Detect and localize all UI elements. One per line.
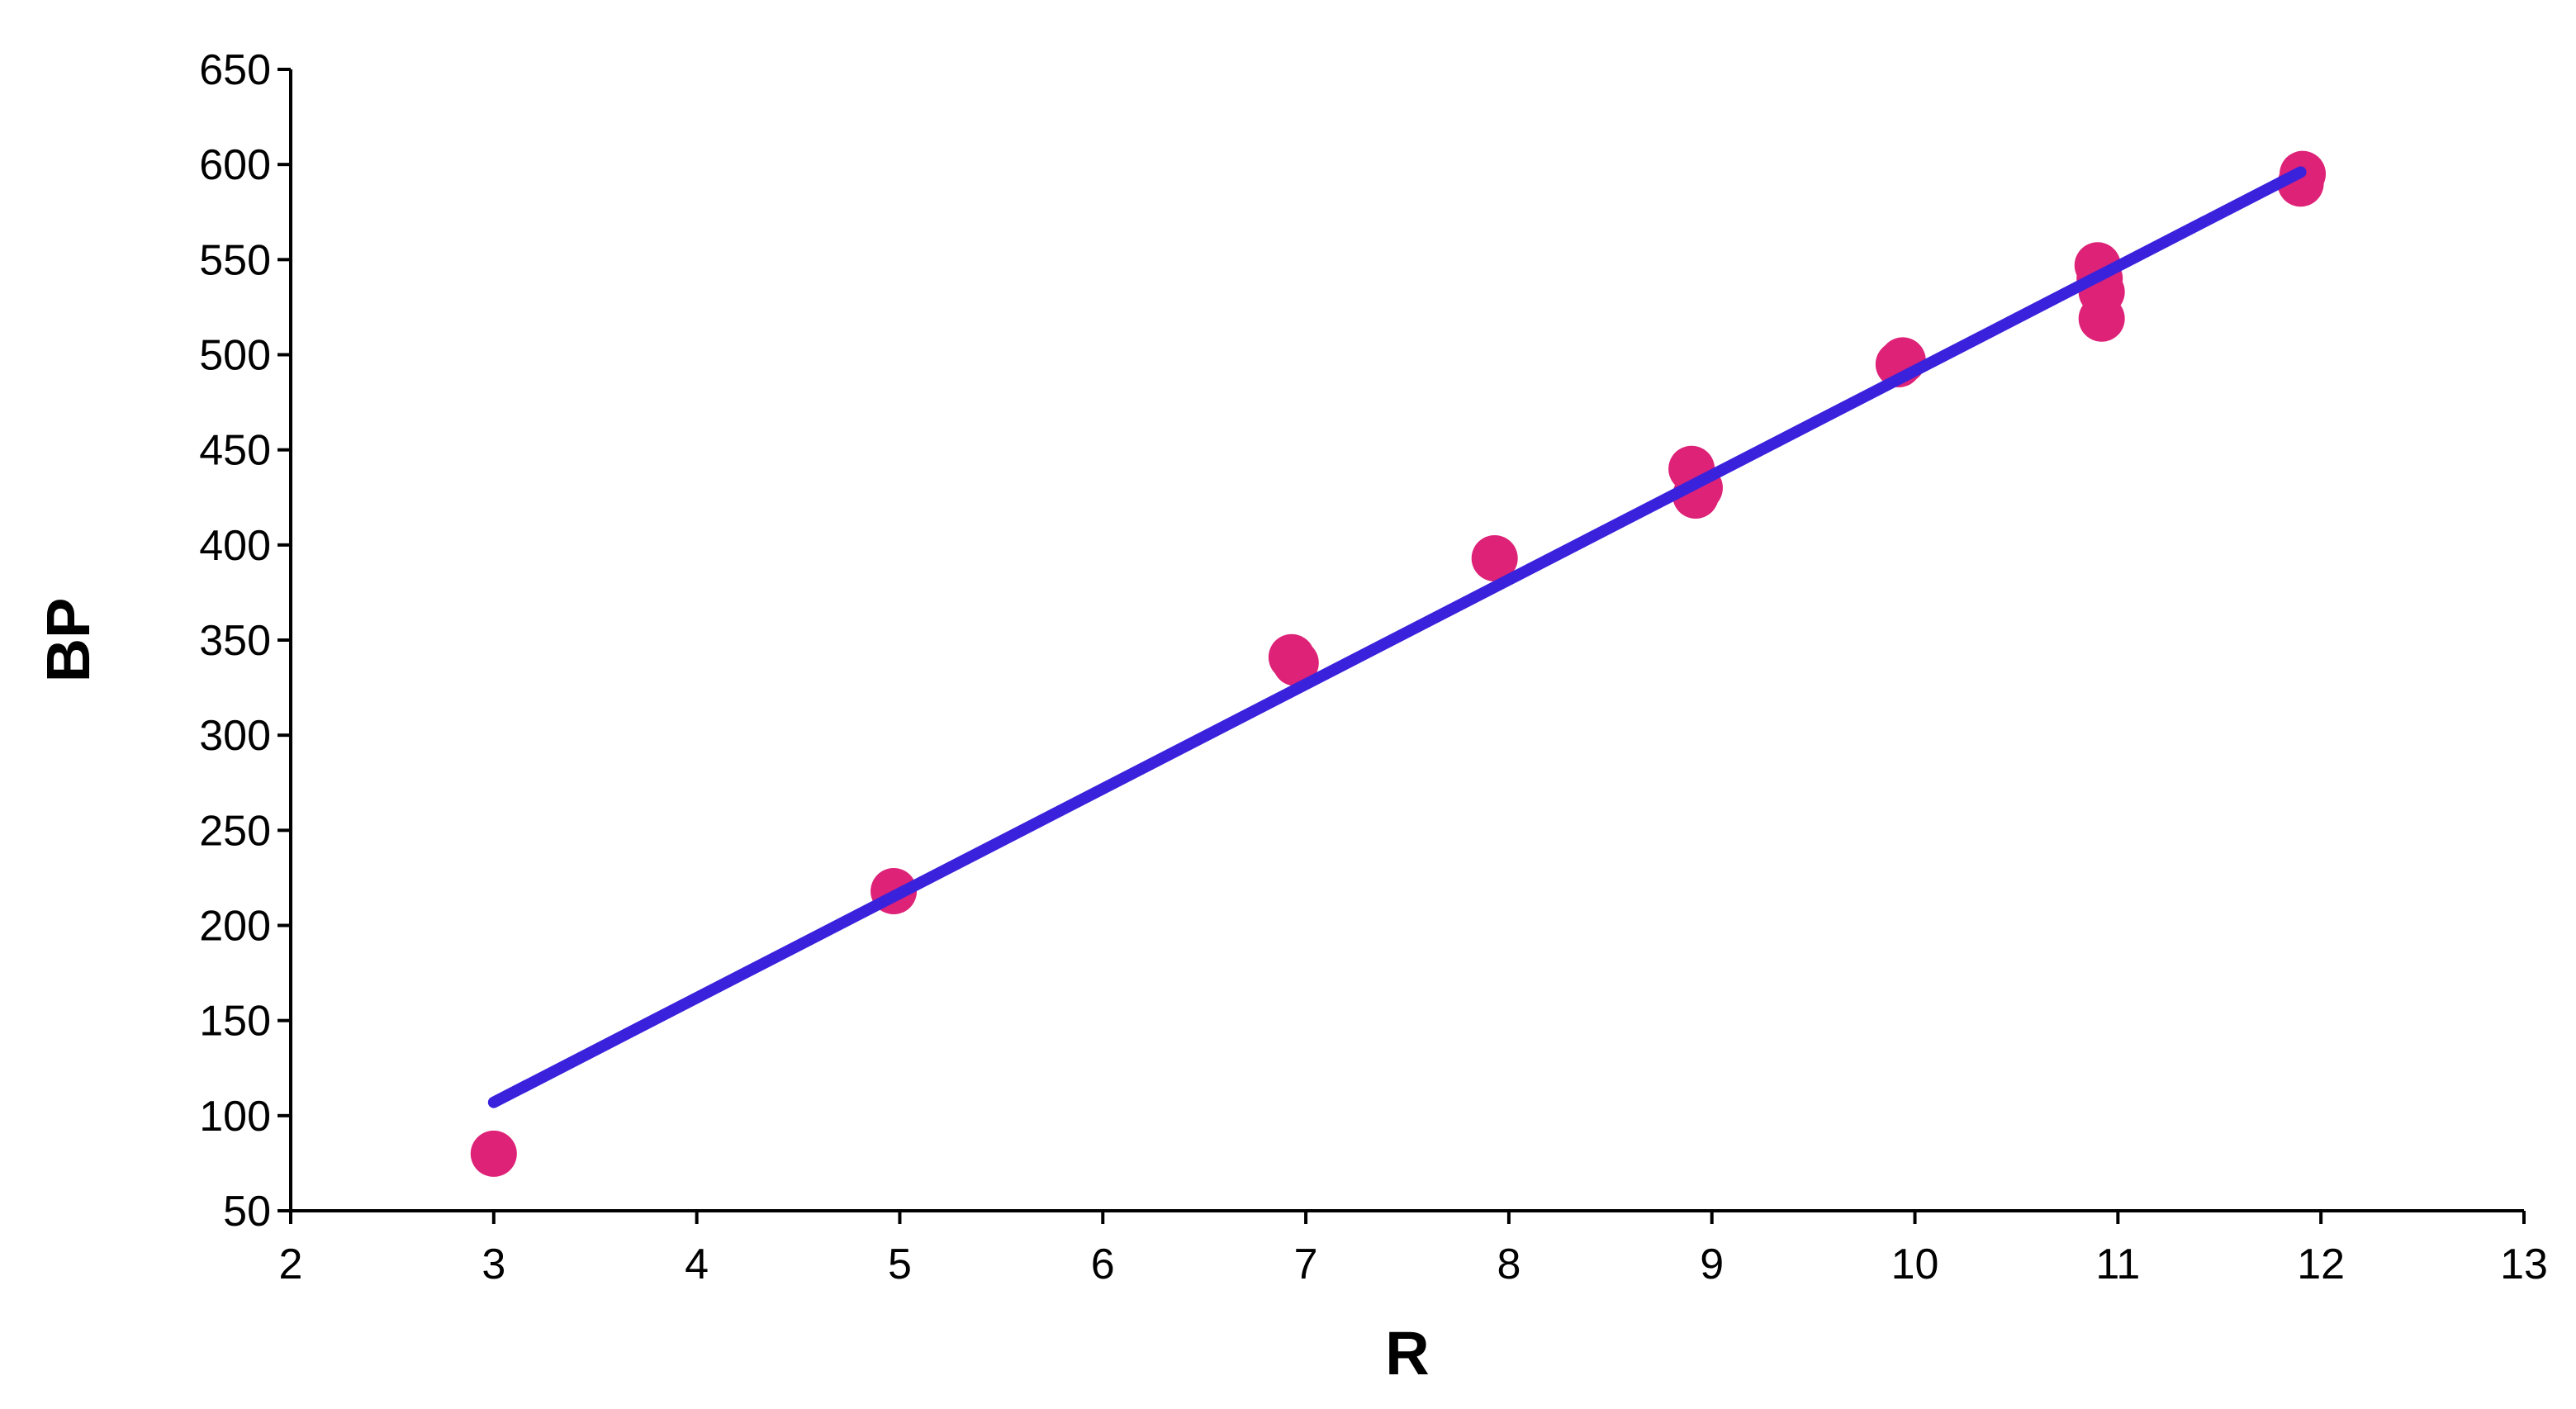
y-tick-label: 350 xyxy=(199,617,271,665)
x-tick-label: 10 xyxy=(1891,1241,1939,1288)
y-tick-label: 150 xyxy=(199,998,271,1046)
y-tick-label: 600 xyxy=(199,141,271,189)
y-tick-label: 100 xyxy=(199,1093,271,1141)
data-point xyxy=(1471,534,1518,581)
y-axis-title: BP xyxy=(34,598,102,683)
data-point xyxy=(1272,639,1319,686)
trendline-group xyxy=(487,166,2307,1108)
y-tick-label: 300 xyxy=(199,712,271,760)
x-ticks: 2 3 4 5 6 7 8 9 10 11 12 13 xyxy=(279,1211,2548,1288)
y-tick-label: 400 xyxy=(199,522,271,570)
x-tick-label: 7 xyxy=(1294,1241,1318,1288)
y-tick-label: 50 xyxy=(223,1188,271,1236)
y-tick-label: 500 xyxy=(199,332,271,380)
x-tick-label: 4 xyxy=(685,1241,709,1288)
x-axis-title: R xyxy=(1385,1319,1429,1388)
trendline xyxy=(487,166,2307,1108)
y-tick-label: 550 xyxy=(199,236,271,284)
y-tick-label: 250 xyxy=(199,807,271,855)
x-tick-label: 8 xyxy=(1497,1241,1520,1288)
data-point xyxy=(470,1130,517,1177)
x-tick-label: 6 xyxy=(1091,1241,1115,1288)
y-tick-label: 200 xyxy=(199,903,271,951)
x-tick-label: 3 xyxy=(482,1241,505,1288)
x-tick-label: 13 xyxy=(2500,1241,2548,1288)
x-tick-label: 12 xyxy=(2297,1241,2345,1288)
x-tick-label: 5 xyxy=(888,1241,912,1288)
data-point xyxy=(2078,295,2125,342)
y-ticks: 50 100 150 200 250 300 350 400 450 500 550 600 650 xyxy=(199,46,291,1236)
x-tick-label: 9 xyxy=(1700,1241,1724,1288)
x-tick-label: 2 xyxy=(279,1241,303,1288)
y-tick-label: 650 xyxy=(199,46,271,94)
y-tick-label: 450 xyxy=(199,427,271,475)
x-tick-label: 11 xyxy=(2095,1241,2140,1288)
